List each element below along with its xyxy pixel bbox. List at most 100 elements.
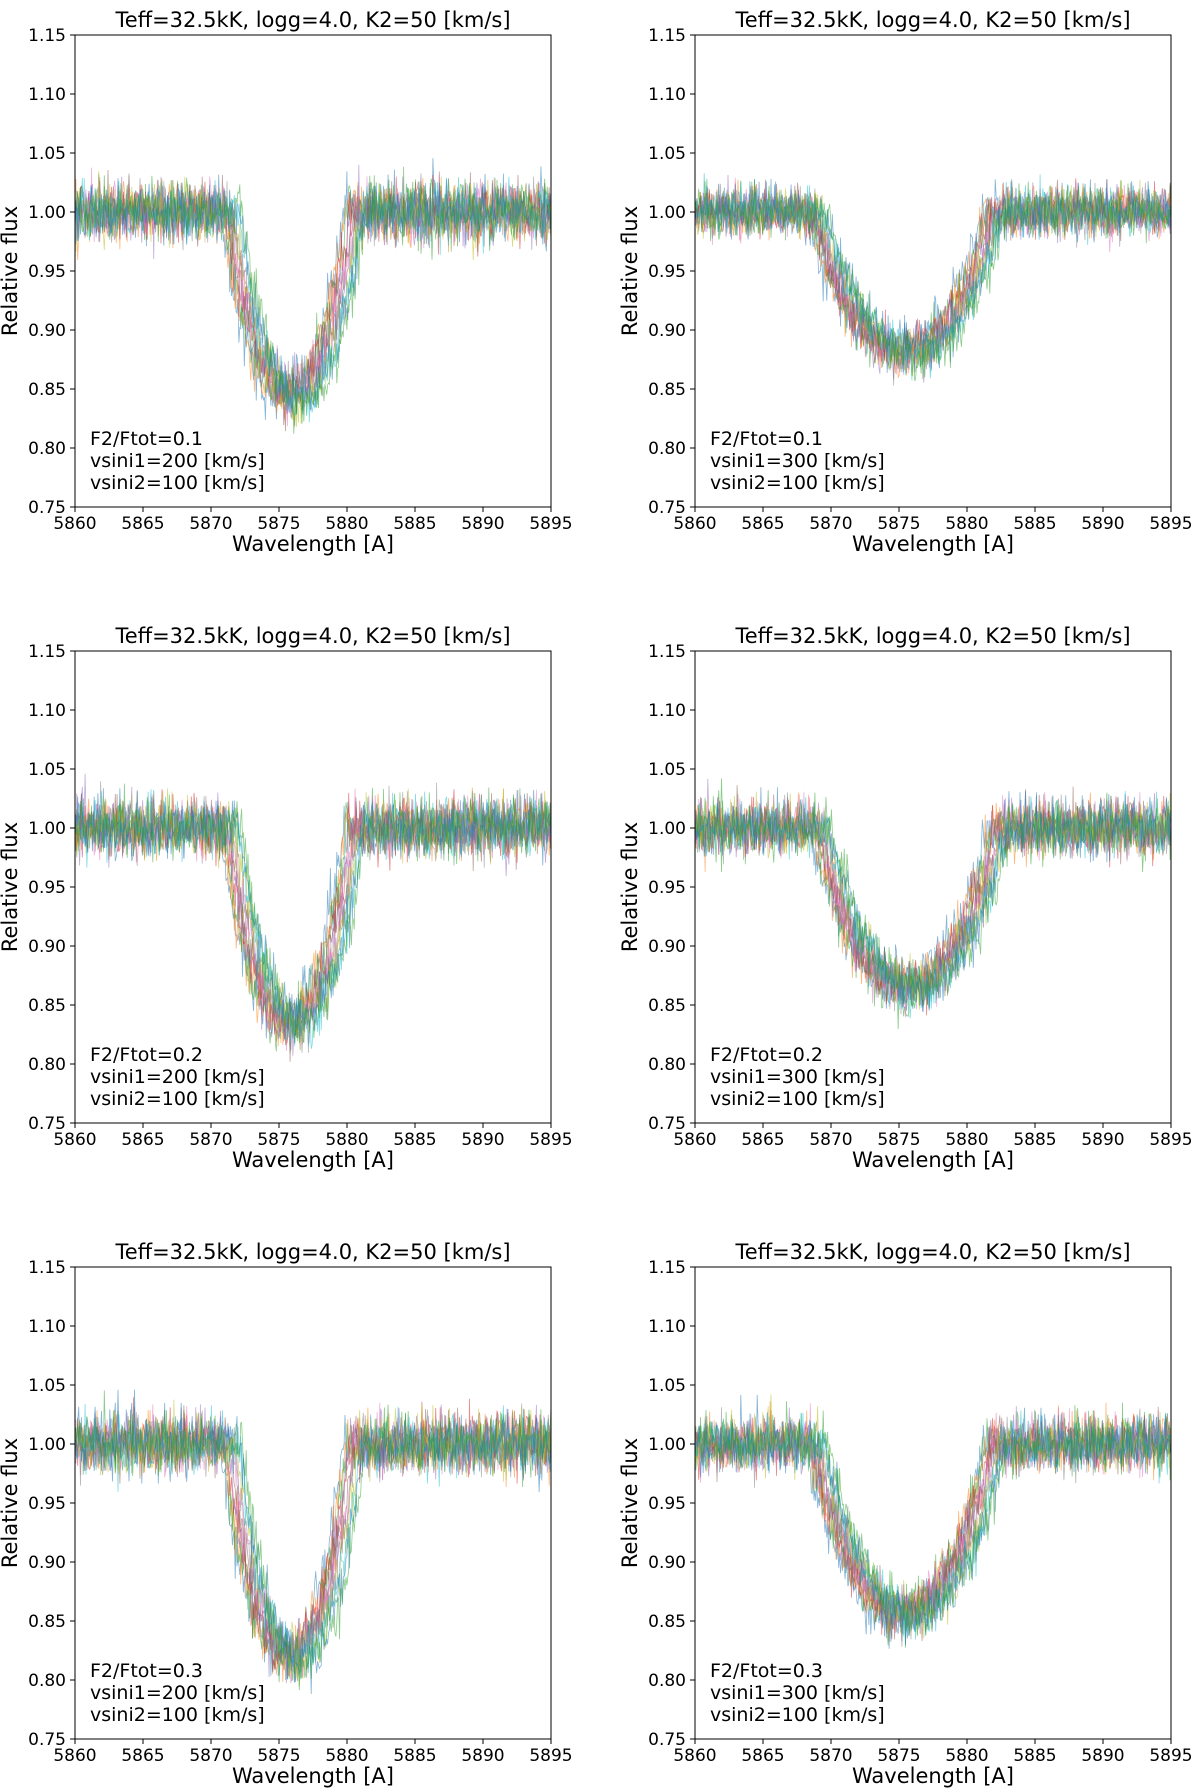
- y-tick-label: 0.95: [28, 878, 66, 898]
- chart-title: Teff=32.5kK, logg=4.0, K2=50 [km/s]: [114, 8, 510, 32]
- x-tick-label: 5880: [945, 1746, 988, 1766]
- y-tick-label: 1.05: [28, 760, 66, 780]
- series-line-11: [75, 173, 551, 415]
- chart-panel-5: 5860 5865 5870 5875 5880 5885 5890 5895 0.75 0.80…: [0, 1240, 573, 1788]
- y-tick-label: 0.80: [648, 1671, 686, 1691]
- y-tick-label: 0.85: [648, 996, 686, 1016]
- x-tick-label: 5890: [1081, 1130, 1124, 1150]
- x-axis-label: Wavelength [A]: [852, 1764, 1014, 1788]
- y-tick-label: 0.95: [648, 262, 686, 282]
- y-tick-label: 1.05: [648, 760, 686, 780]
- chart-title: Teff=32.5kK, logg=4.0, K2=50 [km/s]: [114, 624, 510, 648]
- x-tick-label: 5890: [461, 514, 504, 534]
- x-tick-label: 5875: [877, 1746, 920, 1766]
- x-tick-label: 5885: [393, 1130, 436, 1150]
- y-tick-label: 0.75: [648, 498, 686, 518]
- x-tick-label: 5865: [121, 514, 164, 534]
- annotation-line-2: vsini1=200 [km/s]: [90, 1066, 265, 1088]
- annotation-line-1: F2/Ftot=0.3: [710, 1660, 823, 1682]
- x-tick-label: 5895: [1149, 514, 1192, 534]
- x-tick-label: 5870: [809, 1746, 852, 1766]
- chart-panel-6: 5860 5865 5870 5875 5880 5885 5890 5895 0.75 0.80…: [618, 1240, 1193, 1788]
- y-tick-label: 1.15: [28, 1258, 66, 1278]
- y-tick-label: 1.10: [648, 1317, 686, 1337]
- x-tick-label: 5895: [529, 1746, 572, 1766]
- x-tick-label: 5860: [673, 514, 716, 534]
- y-tick-label: 1.15: [648, 642, 686, 662]
- x-tick-label: 5895: [1149, 1130, 1192, 1150]
- annotation-line-1: F2/Ftot=0.1: [90, 428, 203, 450]
- y-tick-label: 0.90: [28, 937, 66, 957]
- annotation-line-3: vsini2=100 [km/s]: [710, 1088, 885, 1110]
- x-tick-label: 5865: [741, 514, 784, 534]
- x-tick-label: 5880: [325, 1130, 368, 1150]
- x-tick-label: 5895: [529, 1130, 572, 1150]
- x-tick-label: 5890: [461, 1746, 504, 1766]
- x-axis-label: Wavelength [A]: [232, 532, 394, 556]
- x-tick-label: 5860: [673, 1130, 716, 1150]
- y-axis-label: Relative flux: [618, 822, 642, 952]
- y-tick-label: 1.00: [28, 203, 66, 223]
- y-tick-label: 0.75: [28, 1114, 66, 1134]
- annotation-line-3: vsini2=100 [km/s]: [90, 1088, 265, 1110]
- y-tick-label: 1.15: [28, 26, 66, 46]
- series-group: [695, 172, 1171, 386]
- series-line-12: [695, 792, 1171, 1008]
- chart-panel-2: 5860 5865 5870 5875 5880 5885 5890 5895 0.75 0.80…: [618, 8, 1193, 556]
- annotation-line-2: vsini1=200 [km/s]: [90, 450, 265, 472]
- y-tick-label: 0.80: [28, 1671, 66, 1691]
- y-axis-label: Relative flux: [618, 1438, 642, 1568]
- x-tick-label: 5860: [53, 514, 96, 534]
- y-tick-label: 0.90: [28, 1553, 66, 1573]
- series-line-11: [75, 1389, 551, 1695]
- y-tick-label: 0.75: [28, 1730, 66, 1750]
- y-tick-label: 1.10: [648, 701, 686, 721]
- x-tick-label: 5880: [325, 1746, 368, 1766]
- series-line-12: [695, 1401, 1171, 1636]
- x-tick-label: 5860: [53, 1746, 96, 1766]
- y-tick-label: 0.75: [648, 1114, 686, 1134]
- x-tick-label: 5860: [53, 1130, 96, 1150]
- x-tick-label: 5880: [945, 1130, 988, 1150]
- y-axis-label: Relative flux: [0, 822, 22, 952]
- series-group: [695, 778, 1171, 1030]
- x-tick-label: 5895: [529, 514, 572, 534]
- x-tick-label: 5870: [809, 514, 852, 534]
- annotation-line-3: vsini2=100 [km/s]: [710, 1704, 885, 1726]
- y-tick-label: 0.95: [28, 262, 66, 282]
- series-line-12: [695, 179, 1171, 381]
- series-line-12: [75, 166, 551, 434]
- x-tick-label: 5875: [877, 1130, 920, 1150]
- x-axis-label: Wavelength [A]: [232, 1148, 394, 1172]
- y-tick-label: 0.80: [648, 439, 686, 459]
- y-tick-label: 0.85: [28, 380, 66, 400]
- x-tick-label: 5875: [257, 1130, 300, 1150]
- series-line-9: [695, 179, 1171, 377]
- y-tick-label: 0.85: [28, 996, 66, 1016]
- y-tick-label: 0.80: [648, 1055, 686, 1075]
- y-tick-label: 1.10: [28, 701, 66, 721]
- y-tick-label: 0.85: [648, 1612, 686, 1632]
- y-tick-label: 1.10: [648, 85, 686, 105]
- x-tick-label: 5860: [673, 1746, 716, 1766]
- annotation-line-3: vsini2=100 [km/s]: [710, 472, 885, 494]
- chart-panel-1: 5860 5865 5870 5875 5880 5885 5890 5895 0.75 0.80…: [0, 8, 573, 556]
- x-tick-label: 5870: [189, 1746, 232, 1766]
- annotation-line-2: vsini1=300 [km/s]: [710, 1066, 885, 1088]
- y-tick-label: 1.00: [28, 819, 66, 839]
- chart-title: Teff=32.5kK, logg=4.0, K2=50 [km/s]: [734, 1240, 1130, 1264]
- y-tick-label: 1.15: [648, 26, 686, 46]
- y-tick-label: 0.85: [648, 380, 686, 400]
- y-tick-label: 1.00: [648, 1435, 686, 1455]
- series-line-9: [75, 1399, 551, 1687]
- y-tick-label: 1.05: [648, 1376, 686, 1396]
- x-tick-label: 5865: [121, 1130, 164, 1150]
- y-tick-label: 1.10: [28, 1317, 66, 1337]
- series-line-11: [695, 178, 1171, 373]
- x-tick-label: 5885: [1013, 514, 1056, 534]
- x-tick-label: 5885: [1013, 1746, 1056, 1766]
- x-tick-label: 5870: [189, 514, 232, 534]
- chart-title: Teff=32.5kK, logg=4.0, K2=50 [km/s]: [734, 8, 1130, 32]
- y-tick-label: 1.10: [28, 85, 66, 105]
- annotation-line-1: F2/Ftot=0.3: [90, 1660, 203, 1682]
